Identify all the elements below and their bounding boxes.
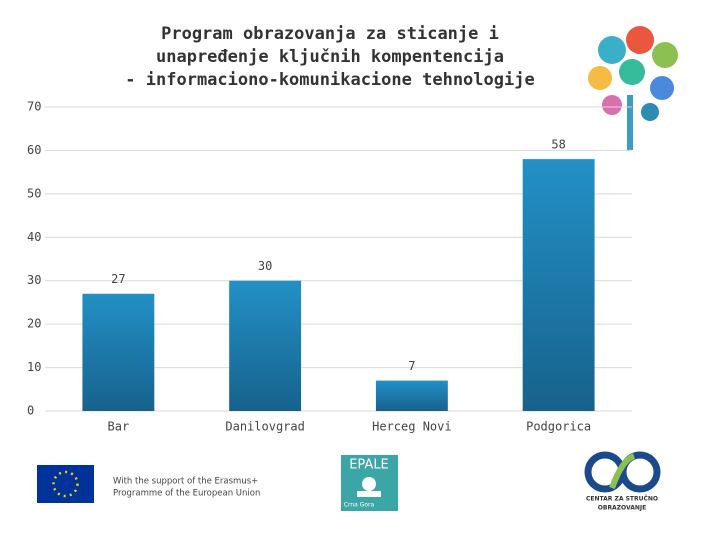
bar — [522, 159, 595, 411]
chart-title: - informaciono-komunikacione tehnologije — [125, 70, 534, 90]
epale-sub: Crna Gora — [344, 502, 375, 509]
eu-logo — [37, 465, 94, 503]
eu-text: With the support of the Erasmus+ — [113, 477, 258, 487]
chart-title: unapređenje ključnih kompentencija — [156, 47, 504, 67]
eu-text: Programme of the European Union — [113, 489, 260, 499]
x-tick-label: Danilovgrad — [225, 420, 304, 434]
value-label: 27 — [111, 272, 125, 286]
epale-text: EPALE — [349, 458, 389, 473]
chart-title: Program obrazovanja za sticanje i — [161, 24, 499, 44]
x-tick-label: Herceg Novi — [372, 420, 451, 434]
y-tick-label: 10 — [27, 360, 41, 374]
cso-text: OBRAZOVANJE — [598, 505, 646, 512]
y-tick-label: 40 — [27, 230, 41, 244]
value-label: 58 — [551, 138, 565, 152]
y-tick-label: 50 — [27, 186, 41, 200]
y-tick-label: 60 — [27, 143, 41, 157]
x-tick-label: Bar — [108, 420, 130, 434]
bar — [229, 280, 302, 411]
value-label: 30 — [258, 259, 272, 273]
y-tick-label: 70 — [27, 100, 41, 114]
y-tick-label: 20 — [27, 317, 41, 331]
cso-logo — [584, 451, 661, 493]
bar — [82, 293, 155, 411]
cso-text: CENTAR ZA STRUČNO — [586, 496, 658, 503]
y-tick-label: 30 — [27, 273, 41, 287]
value-label: 7 — [408, 359, 415, 373]
y-tick-label: 0 — [27, 404, 34, 418]
x-tick-label: Podgorica — [526, 420, 591, 434]
epale-logo — [341, 455, 398, 511]
tree-icon — [588, 26, 678, 150]
bar — [375, 380, 448, 411]
